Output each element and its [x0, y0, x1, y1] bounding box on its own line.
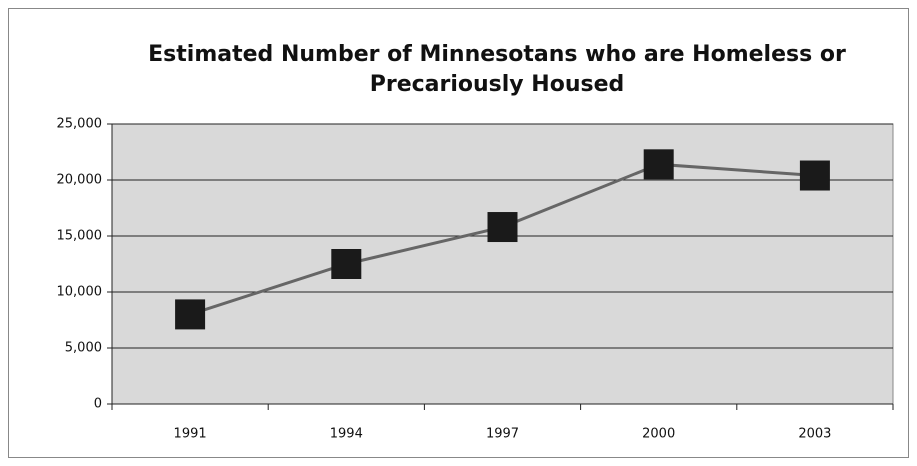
marker [331, 249, 362, 279]
marker [175, 299, 206, 330]
y-tick-label: 25,000 [57, 117, 103, 132]
plot-area [111, 123, 894, 405]
x-tick-label: 2003 [798, 427, 831, 442]
x-tick-label: 2000 [642, 427, 675, 442]
y-tick-label: 0 [94, 397, 102, 412]
y-tick-label: 5,000 [65, 341, 102, 356]
x-tick-label: 1991 [174, 427, 207, 442]
marker [643, 149, 674, 180]
chart-title: Estimated Number of Minnesotans who are … [148, 42, 846, 97]
marker [799, 160, 830, 191]
y-tick-label: 15,000 [57, 229, 103, 244]
marker [487, 212, 518, 243]
y-tick-label: 10,000 [57, 285, 103, 300]
x-tick-label: 1997 [486, 427, 519, 442]
y-tick-label: 20,000 [57, 173, 103, 188]
x-tick-label: 1994 [330, 427, 363, 442]
